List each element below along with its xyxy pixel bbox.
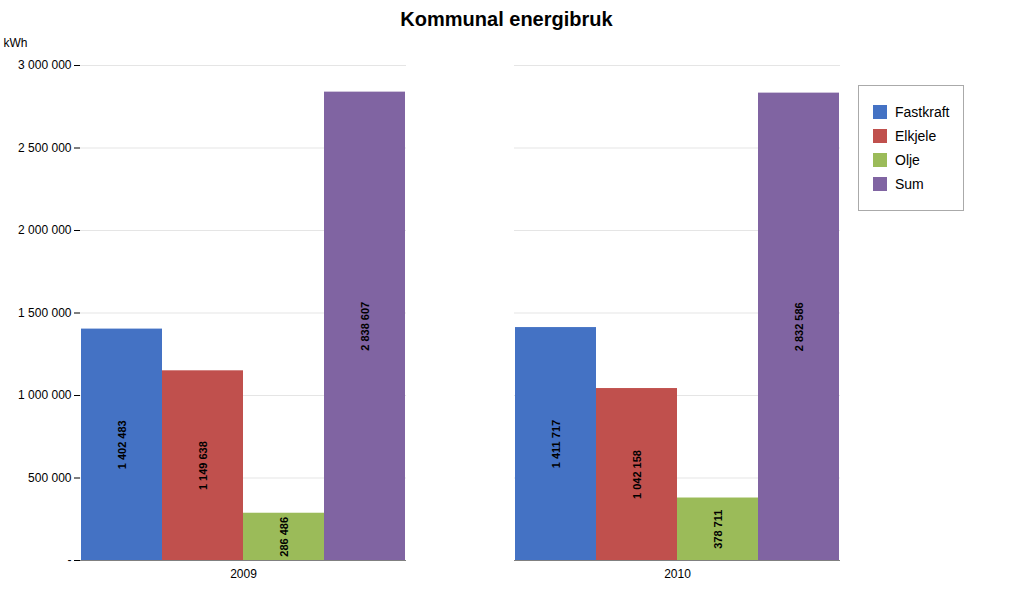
svg-text:2 000 000: 2 000 000 [18,223,72,237]
svg-text:1 500 000: 1 500 000 [18,306,72,320]
svg-text:2010: 2010 [664,567,691,581]
html-text:Elkjele: Elkjele [895,128,937,144]
html-text:Fastkraft: Fastkraft [895,104,950,120]
svg-text:2009: 2009 [230,567,257,581]
html-text:Sum: Sum [895,176,924,192]
svg-text:1 411 717: 1 411 717 [550,420,562,468]
svg-text:2 832 586: 2 832 586 [793,302,805,351]
svg-text:286 486: 286 486 [278,517,290,557]
svg-text:1 042 158: 1 042 158 [631,450,643,499]
svg-text:2 500 000: 2 500 000 [18,141,72,155]
html-text:Olje: Olje [895,152,920,168]
html-text:Kommunal energibruk: Kommunal energibruk [400,8,613,30]
svg-text:1 149 638: 1 149 638 [197,441,209,490]
svg-text:-: - [68,553,72,567]
svg-text:3 000 000: 3 000 000 [18,58,72,72]
svg-text:1 000 000: 1 000 000 [18,388,72,402]
svg-text:kWh: kWh [4,36,28,50]
svg-text:500 000: 500 000 [28,471,72,485]
svg-text:1 402 483: 1 402 483 [116,420,128,469]
svg-text:378 711: 378 711 [712,510,724,549]
svg-text:2 838 607: 2 838 607 [359,302,371,351]
